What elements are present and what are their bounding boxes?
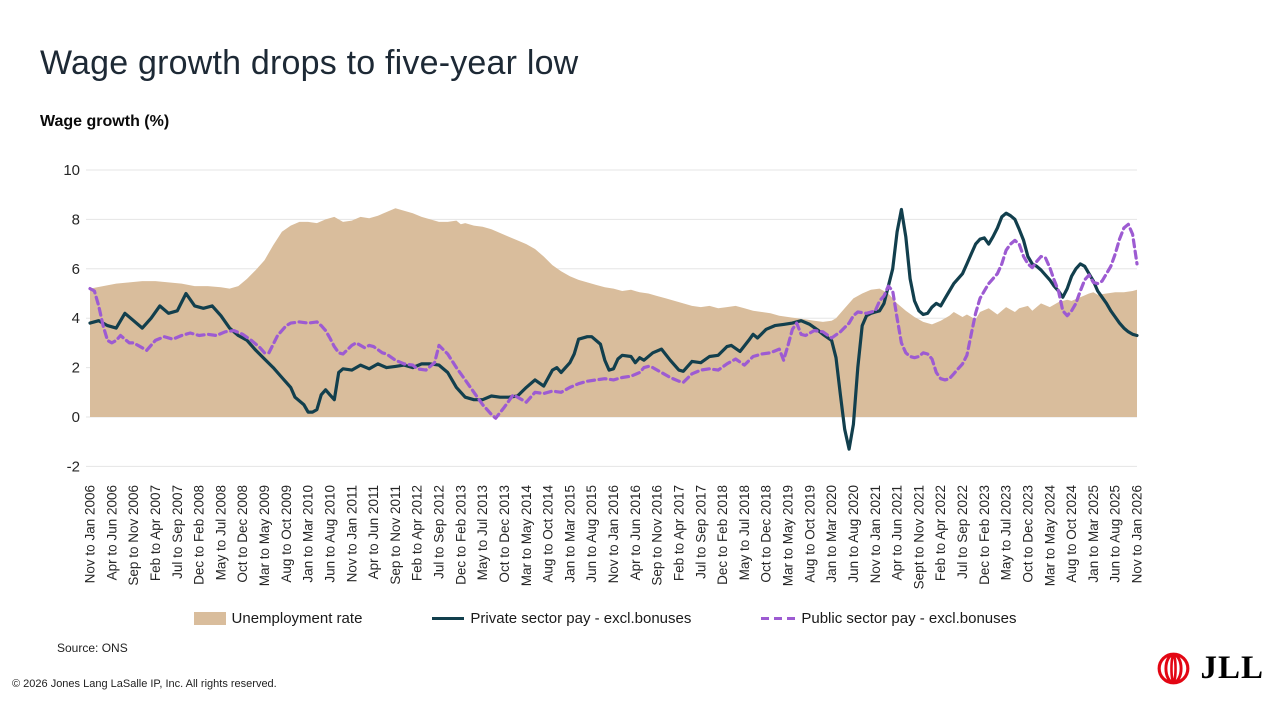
legend-label: Unemployment rate <box>231 610 363 627</box>
x-axis-tick-label: Sep to Nov 2011 <box>388 485 403 585</box>
x-axis-tick-label: Oct to Dec 2018 <box>759 485 774 583</box>
x-axis-tick-label: Nov to Jan 2026 <box>1130 485 1145 583</box>
x-axis-tick-label: Mar to May 2024 <box>1042 485 1057 587</box>
x-axis-tick-label: Apr to Jun 2016 <box>628 485 643 580</box>
x-axis-tick-label: Sep to Nov 2016 <box>650 485 665 586</box>
legend-item-public-pay: Public sector pay - excl.bonuses <box>761 610 1016 627</box>
x-axis-tick-label: Mar to May 2019 <box>781 485 796 586</box>
solid-line-swatch-icon <box>432 617 465 620</box>
x-axis-tick-label: Nov to Jan 2021 <box>868 485 883 583</box>
x-axis-tick-label: Jul to Sep 2017 <box>693 485 708 579</box>
y-axis-tick-label: 10 <box>63 162 80 179</box>
x-axis-tick-label: Aug to Oct 2014 <box>541 485 556 583</box>
x-axis-tick-label: Jul to Sep 2022 <box>955 485 970 579</box>
x-axis-tick-label: May to Jul 2008 <box>213 485 228 580</box>
chart-legend: Unemployment rate Private sector pay - e… <box>0 610 1280 627</box>
private-pay-line <box>88 207 1139 451</box>
x-axis-tick-label: Jan to Mar 2015 <box>562 485 577 583</box>
legend-item-private-pay: Private sector pay - excl.bonuses <box>432 610 691 627</box>
x-axis-tick-label: Dec to Feb 2008 <box>192 485 207 585</box>
y-axis-tick-label: 2 <box>72 360 80 377</box>
x-axis-tick-label: May to Jul 2023 <box>999 485 1014 580</box>
x-axis-tick-label: Feb to Apr 2012 <box>410 485 425 581</box>
legend-item-unemployment: Unemployment rate <box>193 610 363 627</box>
x-axis-tick-label: Aug to Oct 2009 <box>279 485 294 583</box>
x-axis-tick-label: Dec to Feb 2023 <box>977 485 992 585</box>
x-axis-tick-label: Nov to Jan 2006 <box>83 485 98 583</box>
x-axis-tick-label: Mar to May 2014 <box>519 485 534 587</box>
x-axis-tick-label: Oct to Dec 2008 <box>235 485 250 583</box>
x-axis-tick-label: Feb to Apr 2007 <box>148 485 163 581</box>
x-axis-tick-label: Jun to Aug 2025 <box>1108 485 1123 583</box>
y-axis-tick-label: 0 <box>72 409 80 426</box>
area-swatch-icon <box>193 612 226 625</box>
x-axis-tick-label: Apr to Jun 2006 <box>104 485 119 580</box>
copyright-note: © 2026 Jones Lang LaSalle IP, Inc. All r… <box>12 678 277 690</box>
source-note: Source: ONS <box>57 641 128 655</box>
x-axis-tick-label: Aug to Oct 2019 <box>802 485 817 583</box>
x-axis-tick-label: Jan to Mar 2010 <box>301 485 316 583</box>
jll-logo-mark-icon <box>1158 652 1190 685</box>
x-axis-tick-label: Sept to Nov 2021 <box>911 485 926 589</box>
legend-label: Public sector pay - excl.bonuses <box>801 610 1017 627</box>
x-axis-tick-label: Jan to Mar 2020 <box>824 485 839 583</box>
x-axis-tick-label: Aug to Oct 2024 <box>1064 485 1079 583</box>
x-axis-tick-label: Feb to Apr 2022 <box>933 485 948 581</box>
jll-logo-text: JLL <box>1200 650 1264 686</box>
x-axis-tick-label: Oct to Dec 2023 <box>1020 485 1035 583</box>
y-axis-tick-label: 8 <box>72 211 80 228</box>
x-axis-tick-label: Jun to Aug 2010 <box>322 485 337 583</box>
dashed-line-swatch-icon <box>761 617 796 620</box>
y-axis-title: Wage growth (%) <box>40 113 170 130</box>
x-axis-tick-label: May to Jul 2013 <box>475 485 490 580</box>
x-axis-tick-label: Dec to Feb 2013 <box>453 485 468 585</box>
x-axis-tick-label: Jun to Aug 2015 <box>584 485 599 583</box>
x-axis-tick-label: Apr to Jun 2011 <box>366 485 381 579</box>
page-title: Wage growth drops to five-year low <box>40 44 579 82</box>
x-axis-tick-label: Dec to Feb 2018 <box>715 485 730 585</box>
unemployment-area <box>90 208 1137 417</box>
x-axis-tick-label: Jul to Sep 2012 <box>432 485 447 579</box>
x-axis-tick-label: Apr to Jun 2021 <box>890 485 905 580</box>
x-axis-tick-label: Jul to Sep 2007 <box>170 485 185 579</box>
public-pay-line <box>88 222 1139 420</box>
x-axis-tick-label: Nov to Jan 2016 <box>606 485 621 583</box>
x-axis-tick-label: Oct to Dec 2013 <box>497 485 512 583</box>
x-axis-tick-label: Jan to Mar 2025 <box>1086 485 1101 583</box>
x-axis-tick-label: Nov to Jan 2011 <box>344 485 359 582</box>
y-axis-tick-label: 6 <box>72 261 80 278</box>
x-axis-tick-label: Feb to Apr 2017 <box>671 485 686 581</box>
x-axis-tick-label: Sep to Nov 2006 <box>126 485 141 586</box>
legend-label: Private sector pay - excl.bonuses <box>470 610 692 627</box>
x-axis-tick-label: Mar to May 2009 <box>257 485 272 586</box>
jll-logo: JLL <box>1155 650 1264 687</box>
x-axis-tick-label: Jun to Aug 2020 <box>846 485 861 583</box>
x-axis-tick-label: May to Jul 2018 <box>737 485 752 580</box>
y-axis-tick-label: -2 <box>67 458 80 475</box>
y-axis-tick-label: 4 <box>72 310 80 327</box>
